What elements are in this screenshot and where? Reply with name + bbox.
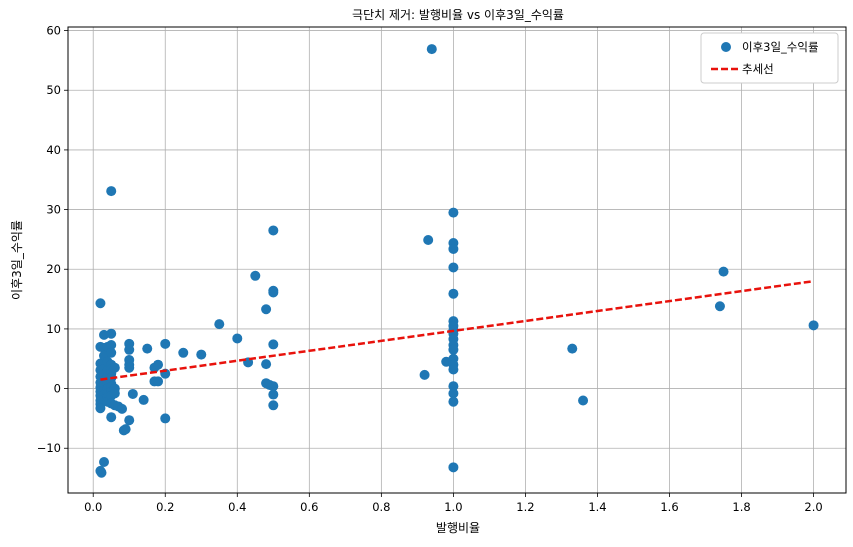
data-point: [268, 225, 279, 236]
x-axis-ticks: 0.0 0.2 0.4 0.6 0.8 1.0 1.2 1.4 1.6 1.8 2.0: [84, 493, 823, 514]
legend-label-points: 이후3일_수익률: [742, 40, 819, 54]
x-tick-label: 0.0: [84, 500, 102, 514]
data-point: [178, 347, 189, 358]
x-tick-label: 0.4: [228, 500, 246, 514]
chart-title: 극단치 제거: 발행비율 vs 이후3일_수익률: [352, 7, 564, 22]
data-point: [106, 340, 117, 351]
scatter-points: [95, 44, 819, 478]
data-point: [106, 186, 117, 197]
data-point: [153, 376, 164, 387]
y-axis-ticks: −10 0 10 20 30 40 50 60: [37, 24, 68, 455]
data-point: [124, 344, 135, 355]
data-point: [268, 287, 279, 298]
data-point: [448, 396, 459, 407]
data-point: [261, 359, 272, 370]
x-tick-label: 0.6: [300, 500, 318, 514]
data-point: [106, 328, 117, 339]
data-point: [578, 395, 589, 406]
legend: 이후3일_수익률 추세선: [700, 32, 839, 84]
y-tick-label: 0: [54, 382, 61, 396]
data-point: [419, 369, 430, 380]
y-tick-label: 10: [46, 322, 61, 336]
data-point: [423, 235, 434, 246]
data-point: [196, 349, 207, 360]
data-point: [109, 362, 120, 373]
data-point: [268, 381, 279, 392]
legend-label-trend: 추세선: [742, 62, 774, 76]
data-point: [250, 270, 261, 281]
legend-box: [700, 32, 839, 84]
data-point: [138, 394, 149, 405]
data-point: [109, 388, 120, 399]
x-tick-label: 1.0: [444, 500, 462, 514]
y-tick-label: −10: [37, 441, 61, 455]
y-axis-label: 이후3일_수익률: [10, 220, 24, 300]
data-point: [117, 403, 128, 414]
data-point: [106, 412, 117, 423]
data-point: [268, 389, 279, 400]
data-point: [106, 347, 117, 358]
y-tick-label: 40: [46, 143, 61, 157]
data-point: [124, 362, 135, 373]
x-tick-label: 1.6: [660, 500, 678, 514]
data-point: [268, 400, 279, 411]
x-tick-label: 2.0: [804, 500, 822, 514]
x-tick-label: 1.2: [516, 500, 534, 514]
data-point: [448, 364, 459, 375]
data-point: [567, 343, 578, 354]
data-point: [127, 388, 138, 399]
y-tick-label: 50: [46, 83, 61, 97]
data-point: [120, 424, 131, 435]
data-point: [160, 338, 171, 349]
data-point: [426, 44, 437, 55]
data-point: [95, 298, 106, 309]
y-tick-label: 60: [46, 24, 61, 38]
plot-frame: [67, 26, 847, 494]
data-point: [448, 207, 459, 218]
x-tick-label: 1.8: [732, 500, 750, 514]
data-point: [448, 243, 459, 254]
data-point: [124, 415, 135, 426]
data-point: [99, 456, 110, 467]
data-point: [808, 320, 819, 331]
y-tick-label: 20: [46, 262, 61, 276]
data-point: [214, 319, 225, 330]
x-tick-label: 0.8: [372, 500, 390, 514]
data-point: [448, 381, 459, 392]
data-point: [714, 301, 725, 312]
data-point: [142, 343, 153, 354]
data-point: [232, 333, 243, 344]
data-point: [96, 467, 107, 478]
data-point: [718, 266, 729, 277]
data-point: [261, 304, 272, 315]
data-point: [95, 403, 106, 414]
data-point: [448, 262, 459, 273]
x-tick-label: 1.4: [588, 500, 606, 514]
data-point: [160, 413, 171, 424]
x-axis-label: 발행비율: [436, 520, 480, 535]
data-point: [448, 288, 459, 299]
legend-marker-points: [721, 42, 731, 52]
data-point: [153, 359, 164, 370]
data-point: [448, 462, 459, 473]
data-point: [448, 344, 459, 355]
x-tick-label: 0.2: [156, 500, 174, 514]
y-tick-label: 30: [46, 203, 61, 217]
data-point: [448, 388, 459, 399]
data-point: [268, 339, 279, 350]
